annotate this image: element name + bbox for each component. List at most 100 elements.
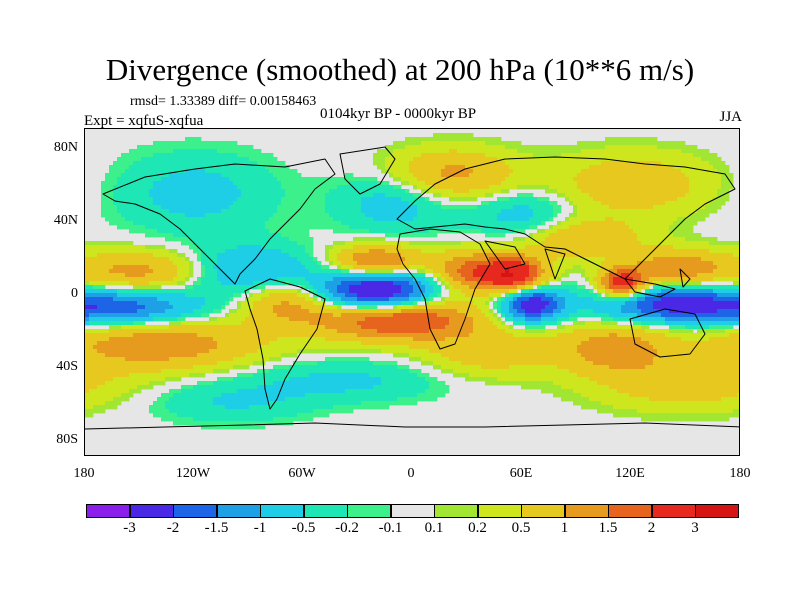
- field-cell: [457, 193, 462, 198]
- field-cell: [489, 201, 494, 206]
- field-cell: [233, 189, 238, 194]
- field-cell: [633, 153, 638, 158]
- field-cell: [181, 205, 186, 210]
- field-cell: [601, 233, 606, 238]
- field-cell: [525, 177, 530, 182]
- field-cell: [397, 145, 402, 150]
- field-cell: [561, 173, 566, 178]
- field-cell: [357, 229, 362, 234]
- field-cell: [561, 153, 566, 158]
- field-cell: [189, 157, 194, 162]
- field-cell: [129, 157, 134, 162]
- field-cell: [165, 225, 170, 230]
- field-cell: [249, 189, 254, 194]
- field-cell: [449, 157, 454, 162]
- field-cell: [597, 141, 602, 146]
- field-cell: [313, 185, 318, 190]
- field-cell: [573, 213, 578, 218]
- field-cell: [493, 165, 498, 170]
- field-cell: [349, 209, 354, 214]
- field-cell: [633, 225, 638, 230]
- field-cell: [713, 185, 718, 190]
- field-cell: [149, 189, 154, 194]
- field-cell: [473, 193, 478, 198]
- field-cell: [717, 165, 722, 170]
- field-cell: [469, 181, 474, 186]
- field-cell: [689, 201, 694, 206]
- field-cell: [457, 225, 462, 230]
- field-cell: [317, 221, 322, 226]
- field-cell: [137, 221, 142, 226]
- field-cell: [277, 225, 282, 230]
- field-cell: [153, 233, 158, 238]
- field-cell: [585, 185, 590, 190]
- field-cell: [385, 165, 390, 170]
- field-cell: [393, 201, 398, 206]
- field-cell: [513, 201, 518, 206]
- field-cell: [197, 209, 202, 214]
- field-cell: [493, 169, 498, 174]
- field-cell: [265, 189, 270, 194]
- field-cell: [201, 161, 206, 166]
- field-cell: [113, 173, 118, 178]
- field-cell: [541, 153, 546, 158]
- field-cell: [321, 201, 326, 206]
- field-cell: [385, 213, 390, 218]
- field-cell: [621, 145, 626, 150]
- field-cell: [413, 221, 418, 226]
- field-cell: [213, 141, 218, 146]
- field-cell: [341, 185, 346, 190]
- field-cell: [569, 149, 574, 154]
- field-cell: [213, 205, 218, 210]
- field-cell: [393, 173, 398, 178]
- field-cell: [565, 233, 570, 238]
- field-cell: [453, 185, 458, 190]
- field-cell: [689, 173, 694, 178]
- field-cell: [449, 177, 454, 182]
- field-cell: [533, 185, 538, 190]
- field-cell: [449, 213, 454, 218]
- field-cell: [513, 213, 518, 218]
- field-cell: [165, 181, 170, 186]
- field-cell: [717, 169, 722, 174]
- field-cell: [669, 229, 674, 234]
- field-cell: [617, 229, 622, 234]
- field-cell: [629, 229, 634, 234]
- field-cell: [417, 193, 422, 198]
- field-cell: [189, 137, 194, 142]
- field-cell: [537, 221, 542, 226]
- field-cell: [441, 181, 446, 186]
- field-cell: [165, 149, 170, 154]
- field-cell: [213, 157, 218, 162]
- field-cell: [213, 233, 218, 238]
- field-cell: [413, 141, 418, 146]
- field-cell: [609, 157, 614, 162]
- field-cell: [581, 173, 586, 178]
- field-cell: [421, 177, 426, 182]
- field-cell: [389, 149, 394, 154]
- field-cell: [333, 213, 338, 218]
- field-cell: [669, 145, 674, 150]
- field-cell: [221, 213, 226, 218]
- field-cell: [397, 229, 402, 234]
- field-cell: [393, 229, 398, 234]
- field-cell: [245, 157, 250, 162]
- field-cell: [657, 169, 662, 174]
- field-cell: [133, 217, 138, 222]
- field-cell: [697, 173, 702, 178]
- field-cell: [245, 229, 250, 234]
- field-cell: [545, 181, 550, 186]
- field-cell: [333, 217, 338, 222]
- field-cell: [485, 149, 490, 154]
- field-cell: [273, 185, 278, 190]
- field-cell: [229, 197, 234, 202]
- field-cell: [685, 233, 690, 238]
- field-cell: [625, 161, 630, 166]
- field-cell: [425, 161, 430, 166]
- field-cell: [241, 169, 246, 174]
- field-cell: [525, 169, 530, 174]
- field-cell: [633, 157, 638, 162]
- field-cell: [281, 213, 286, 218]
- field-cell: [597, 193, 602, 198]
- field-cell: [213, 173, 218, 178]
